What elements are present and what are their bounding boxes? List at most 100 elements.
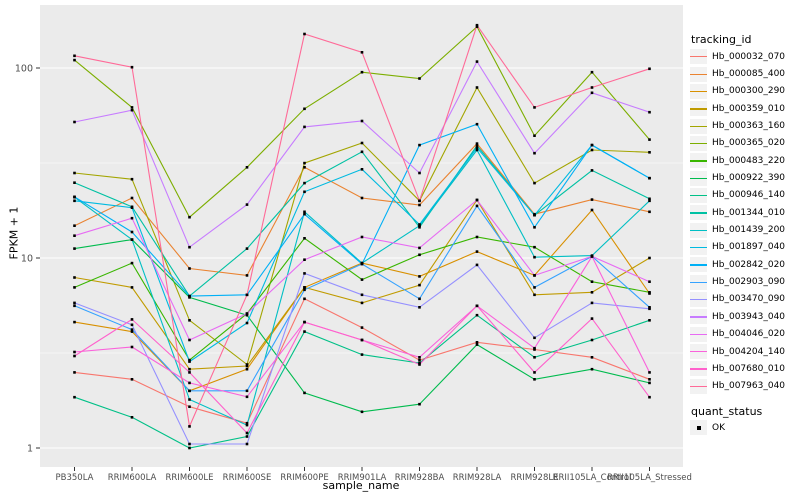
data-point <box>245 293 249 297</box>
data-point <box>648 291 651 294</box>
data-point <box>418 226 421 229</box>
legend-item-label: Hb_000300_290 <box>712 86 786 97</box>
data-point <box>303 190 306 194</box>
data-point <box>188 319 191 322</box>
data-point <box>648 395 651 399</box>
data-point <box>648 138 651 141</box>
data-point <box>73 286 76 289</box>
data-point <box>533 378 536 381</box>
data-point <box>73 301 76 305</box>
data-point <box>303 161 306 165</box>
data-point <box>533 151 536 155</box>
data-point <box>648 67 651 71</box>
data-point <box>360 262 364 266</box>
data-point <box>303 320 306 324</box>
legend-item-label: Hb_000946_140 <box>712 190 786 201</box>
data-point <box>130 177 134 181</box>
data-point <box>475 304 479 308</box>
legend-item-label: Hb_007963_040 <box>712 381 786 392</box>
data-point <box>648 197 651 201</box>
data-point <box>590 148 594 152</box>
data-point <box>475 250 479 253</box>
data-point <box>130 106 134 109</box>
legend-key <box>690 291 707 307</box>
data-point <box>475 263 479 267</box>
x-tick-label: RRIM600LA <box>108 473 157 483</box>
data-point <box>303 107 306 111</box>
data-point <box>188 267 191 270</box>
data-point <box>648 371 651 374</box>
data-point <box>245 313 249 317</box>
y-tick-label: 1 <box>27 444 33 455</box>
legend-item-Hb_004046_020: Hb_004046_020 <box>690 326 785 343</box>
legend-item-label: Hb_007680_010 <box>712 363 786 374</box>
data-point <box>245 203 249 206</box>
data-point <box>418 143 421 147</box>
legend-key-line <box>690 56 707 58</box>
data-point <box>533 336 536 340</box>
legend-key <box>690 257 707 273</box>
legend-key-line <box>690 177 707 179</box>
data-point <box>533 274 536 277</box>
data-point <box>590 338 594 342</box>
legend-key <box>690 274 707 290</box>
data-point <box>475 204 479 208</box>
data-point <box>475 25 479 28</box>
data-point <box>648 378 651 381</box>
data-point <box>188 360 191 363</box>
legend-key <box>690 83 707 99</box>
data-point <box>533 346 536 350</box>
data-point <box>73 199 76 203</box>
x-tick-label: RRIM928LE <box>511 473 559 483</box>
data-point <box>245 395 249 399</box>
quant-ok-key <box>690 420 707 436</box>
data-point <box>245 442 249 446</box>
legend-item-Hb_000032_070: Hb_000032_070 <box>690 48 785 65</box>
legend-item-Hb_002903_090: Hb_002903_090 <box>690 273 785 290</box>
legend-item-Hb_000922_390: Hb_000922_390 <box>690 169 785 186</box>
data-point <box>418 306 421 309</box>
data-point <box>590 91 594 95</box>
data-point <box>188 245 191 249</box>
x-tick-label: RRIM600LE <box>166 473 214 483</box>
data-point <box>245 431 249 435</box>
data-point <box>73 395 76 399</box>
legend-key-line <box>690 212 707 214</box>
legend-key <box>690 205 707 221</box>
data-point <box>648 319 651 322</box>
x-axis-title: sample_name <box>322 479 400 492</box>
data-point <box>303 212 306 216</box>
data-point <box>418 246 421 250</box>
data-point <box>130 216 134 220</box>
data-point <box>475 198 479 202</box>
legend-item-label: Hb_001344_010 <box>712 207 786 218</box>
data-point <box>360 141 364 145</box>
data-point <box>590 169 594 172</box>
data-point <box>533 106 536 109</box>
data-point <box>130 328 134 331</box>
data-point <box>648 381 651 385</box>
legend-key-line <box>690 194 707 197</box>
data-point <box>360 293 364 297</box>
legend-key-line <box>690 281 707 283</box>
legend-item-label: Hb_000032_070 <box>712 51 786 62</box>
data-point <box>360 301 364 305</box>
data-point <box>360 168 364 171</box>
legend-item-Hb_003943_040: Hb_003943_040 <box>690 308 785 325</box>
data-point <box>360 326 364 329</box>
data-point <box>475 86 479 89</box>
legend: tracking_id Hb_000032_070 Hb_000085_400 Hb… <box>690 0 800 500</box>
legend-item-Hb_000946_140: Hb_000946_140 <box>690 187 785 204</box>
legend-key-line <box>690 298 707 301</box>
x-tick-labels: PB350LA RRIM600LA RRIM600LE RRIM600SE RRIM60… <box>56 473 692 483</box>
data-point <box>475 122 479 126</box>
data-point <box>590 367 594 371</box>
legend-key <box>690 239 707 255</box>
data-point <box>73 224 76 227</box>
data-point <box>360 410 364 414</box>
data-point <box>303 181 306 185</box>
data-point <box>418 356 421 359</box>
data-point <box>590 301 594 305</box>
data-point <box>303 272 306 275</box>
